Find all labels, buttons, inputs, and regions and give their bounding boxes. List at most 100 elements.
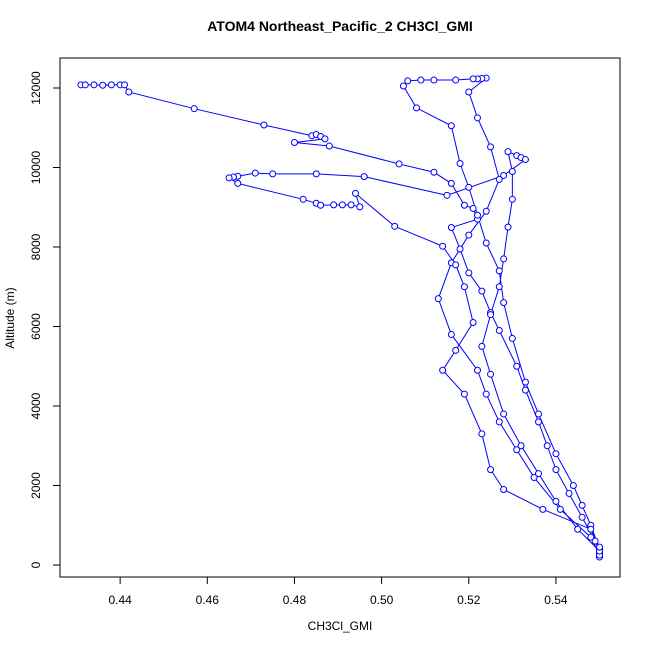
data-point: [508, 195, 516, 203]
data-point: [487, 311, 495, 319]
data-point: [465, 88, 473, 96]
data-point: [434, 295, 442, 303]
data-point: [535, 410, 543, 418]
data-point: [190, 105, 198, 113]
data-point: [500, 171, 508, 179]
data-point: [508, 334, 516, 342]
data-point: [469, 319, 477, 327]
data-point: [395, 160, 403, 168]
data-point: [439, 242, 447, 250]
data-point: [552, 450, 560, 458]
data-point: [351, 189, 359, 197]
data-point: [556, 505, 564, 513]
data-point: [225, 174, 233, 182]
data-point: [504, 223, 512, 231]
data-point: [578, 513, 586, 521]
data-point: [452, 346, 460, 354]
data-point: [552, 466, 560, 474]
data-point: [81, 81, 89, 89]
data-point: [290, 138, 298, 146]
x-tick-label: 0.50: [370, 593, 394, 607]
data-point: [482, 207, 490, 215]
data-point: [260, 121, 268, 129]
data-point: [321, 135, 329, 143]
data-point: [535, 470, 543, 478]
y-tick-label: 12000: [29, 71, 43, 105]
data-point: [447, 330, 455, 338]
data-point: [473, 211, 481, 219]
data-point: [460, 283, 468, 291]
data-point: [447, 179, 455, 187]
data-point: [469, 75, 477, 83]
data-point: [460, 390, 468, 398]
data-point: [482, 390, 490, 398]
data-point: [500, 299, 508, 307]
data-point: [399, 82, 407, 90]
data-point: [452, 76, 460, 84]
data-point: [495, 175, 503, 183]
data-point: [360, 173, 368, 181]
data-point: [430, 168, 438, 176]
data-point: [439, 366, 447, 374]
data-point: [338, 201, 346, 209]
x-axis-label: CH3Cl_GMI: [308, 619, 373, 633]
y-tick-label: 10000: [29, 151, 43, 185]
data-point: [495, 326, 503, 334]
data-point: [473, 366, 481, 374]
data-point: [107, 81, 115, 89]
data-point: [312, 170, 320, 178]
y-tick-label: 0: [29, 561, 43, 568]
x-tick-label: 0.44: [108, 593, 132, 607]
data-point: [478, 430, 486, 438]
data-point: [473, 114, 481, 122]
chart-title: ATOM4 Northeast_Pacific_2 CH3Cl_GMI: [207, 18, 473, 34]
y-tick-label: 8000: [29, 233, 43, 260]
data-point: [447, 122, 455, 130]
data-point: [535, 418, 543, 426]
data-point: [456, 245, 464, 253]
data-point: [495, 283, 503, 291]
data-point: [447, 224, 455, 232]
data-point: [513, 446, 521, 454]
data-point: [487, 370, 495, 378]
data-point: [495, 267, 503, 275]
x-tick-label: 0.48: [283, 593, 307, 607]
plot-frame: [59, 57, 621, 578]
data-point: [456, 160, 464, 168]
data-point: [574, 525, 582, 533]
data-point: [317, 201, 325, 209]
data-point: [465, 269, 473, 277]
x-tick-label: 0.54: [544, 593, 568, 607]
data-point: [452, 261, 460, 269]
data-point: [90, 81, 98, 89]
y-tick-label: 4000: [29, 392, 43, 419]
data-point: [513, 362, 521, 370]
data-point: [465, 231, 473, 239]
data-point: [269, 170, 277, 178]
data-point: [120, 81, 128, 89]
data-point: [125, 88, 133, 96]
data-point: [569, 481, 577, 489]
x-tick-label: 0.52: [457, 593, 481, 607]
x-tick-label: 0.46: [196, 593, 220, 607]
data-point: [443, 191, 451, 199]
data-point: [478, 342, 486, 350]
data-point: [596, 543, 604, 551]
data-point: [251, 169, 259, 177]
data-point: [482, 239, 490, 247]
y-tick-label: 6000: [29, 313, 43, 340]
data-point: [521, 386, 529, 394]
data-point: [299, 195, 307, 203]
data-point: [521, 156, 529, 164]
data-point: [330, 201, 338, 209]
data-point: [391, 222, 399, 230]
data-point: [417, 76, 425, 84]
data-point: [543, 442, 551, 450]
data-point: [487, 143, 495, 151]
data-point: [500, 255, 508, 263]
data-point: [508, 167, 516, 175]
data-point: [347, 201, 355, 209]
data-point: [565, 489, 573, 497]
